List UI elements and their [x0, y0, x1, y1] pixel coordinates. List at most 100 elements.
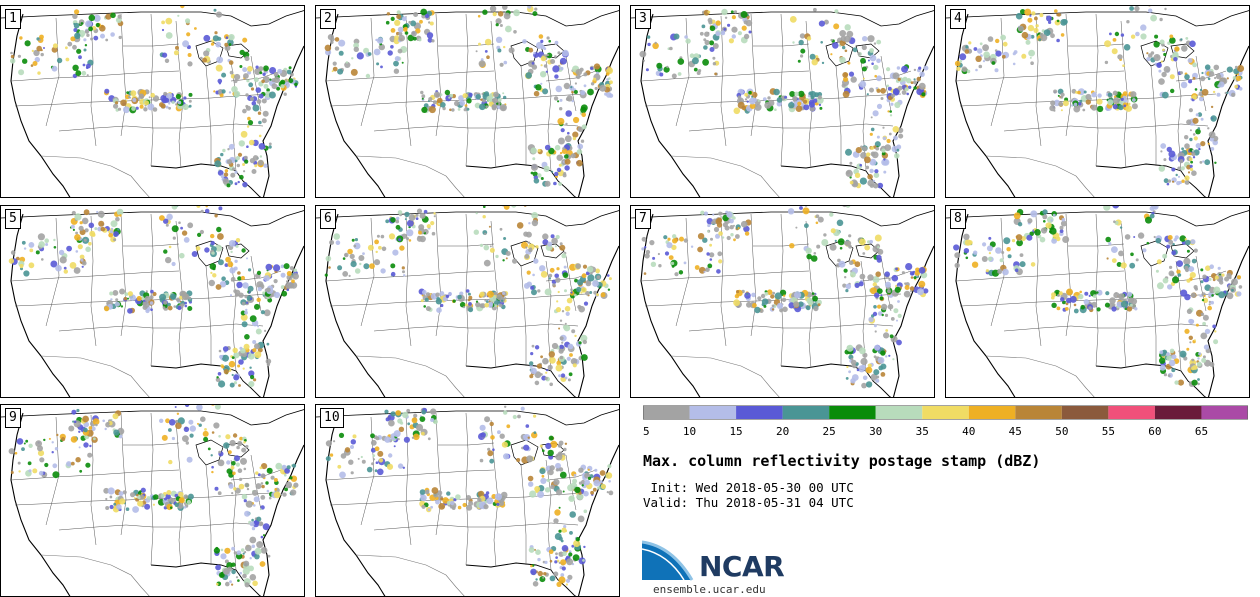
echo-blob	[440, 303, 444, 308]
echo-blob	[663, 66, 670, 73]
echo-blob	[249, 297, 253, 300]
echo-blob	[1194, 88, 1198, 91]
echo-blob	[45, 243, 49, 246]
echo-blob	[1195, 323, 1199, 327]
echo-blob	[372, 454, 376, 457]
echo-blob	[1149, 213, 1155, 219]
echo-blob	[242, 367, 245, 370]
echo-blob	[982, 44, 989, 52]
echo-blob	[723, 27, 727, 31]
echo-blob	[1111, 48, 1118, 55]
echo-blob	[724, 16, 728, 19]
echo-blob	[185, 441, 189, 445]
echo-blob	[533, 178, 540, 184]
colorbar-swatch	[922, 406, 969, 419]
echo-blob	[73, 22, 80, 29]
echo-blob	[545, 442, 552, 450]
echo-blob	[559, 471, 567, 479]
echo-blob	[726, 235, 731, 241]
echo-blob	[1202, 321, 1206, 326]
echo-blob	[224, 547, 231, 554]
echo-blob	[390, 271, 396, 277]
echo-blob	[153, 494, 159, 500]
colorbar-swatch	[643, 406, 690, 419]
echo-blob	[347, 248, 353, 255]
echo-blob	[1202, 160, 1205, 163]
echo-blob	[371, 462, 375, 466]
echo-blob	[788, 102, 795, 109]
echo-blob	[813, 7, 817, 12]
echo-blob	[1238, 285, 1243, 289]
echo-blob	[1135, 258, 1139, 262]
echo-blob	[330, 40, 334, 44]
echo-blob	[420, 90, 424, 95]
echo-blob	[213, 8, 217, 12]
echo-blob	[754, 306, 761, 314]
echo-blob	[564, 305, 571, 312]
echo-blob	[325, 440, 332, 447]
echo-blob	[898, 133, 904, 139]
echo-blob	[226, 562, 233, 569]
echo-blob	[1208, 303, 1211, 306]
echo-blob	[248, 139, 255, 146]
init-time: Init: Wed 2018-05-30 00 UTC	[643, 480, 854, 495]
echo-blob	[207, 447, 211, 451]
echo-blob	[709, 258, 713, 261]
echo-blob	[965, 45, 969, 49]
echo-blob	[1078, 102, 1082, 106]
echo-blob	[523, 444, 530, 451]
echo-blob	[261, 118, 267, 124]
echo-blob	[393, 445, 396, 448]
echo-blob	[1062, 236, 1070, 243]
echo-blob	[82, 415, 89, 423]
echo-blob	[551, 237, 558, 245]
echo-blob	[1162, 253, 1168, 259]
echo-blob	[1200, 117, 1204, 121]
echo-blob	[554, 144, 561, 151]
echo-blob	[848, 370, 851, 374]
echo-blob	[171, 206, 178, 210]
echo-blob	[408, 239, 412, 242]
echo-blob	[666, 65, 669, 69]
product-title: Max. column reflectivity postage stamp (…	[643, 452, 1041, 470]
echo-blob	[291, 279, 295, 284]
echo-blob	[127, 308, 133, 314]
echo-blob	[260, 473, 266, 479]
echo-blob	[28, 443, 33, 448]
echo-blob	[429, 21, 434, 26]
echo-blob	[325, 255, 332, 262]
echo-blob	[1231, 278, 1238, 286]
echo-blob	[28, 242, 35, 248]
echo-blob	[239, 436, 244, 441]
echo-blob	[523, 206, 527, 207]
echo-blob	[1188, 152, 1192, 156]
echo-blob	[860, 357, 868, 366]
echo-blob	[1107, 92, 1113, 98]
echo-blob	[51, 65, 58, 72]
echo-blob	[546, 36, 550, 40]
echo-blob	[86, 33, 90, 37]
echo-blob	[78, 55, 82, 60]
echo-blob	[1058, 101, 1064, 107]
echo-blob	[161, 434, 168, 441]
echo-blob	[549, 382, 553, 387]
echo-blob	[982, 242, 987, 247]
echo-blob	[923, 288, 929, 294]
echo-blob	[428, 97, 433, 102]
echo-blob	[787, 208, 795, 215]
echo-blob	[286, 288, 290, 292]
echo-blob	[528, 47, 534, 53]
echo-blob	[231, 373, 234, 377]
echo-blob	[845, 206, 851, 208]
echo-blob	[731, 26, 738, 33]
echo-blob	[567, 343, 574, 350]
echo-blob	[789, 91, 796, 97]
echo-blob	[10, 51, 13, 55]
echo-blob	[525, 231, 532, 238]
echo-blob	[1169, 34, 1174, 39]
echo-blob	[264, 329, 267, 332]
echo-blob	[571, 544, 575, 548]
echo-blob	[1030, 61, 1034, 65]
echo-blob	[150, 92, 155, 98]
echo-blob	[870, 287, 877, 295]
